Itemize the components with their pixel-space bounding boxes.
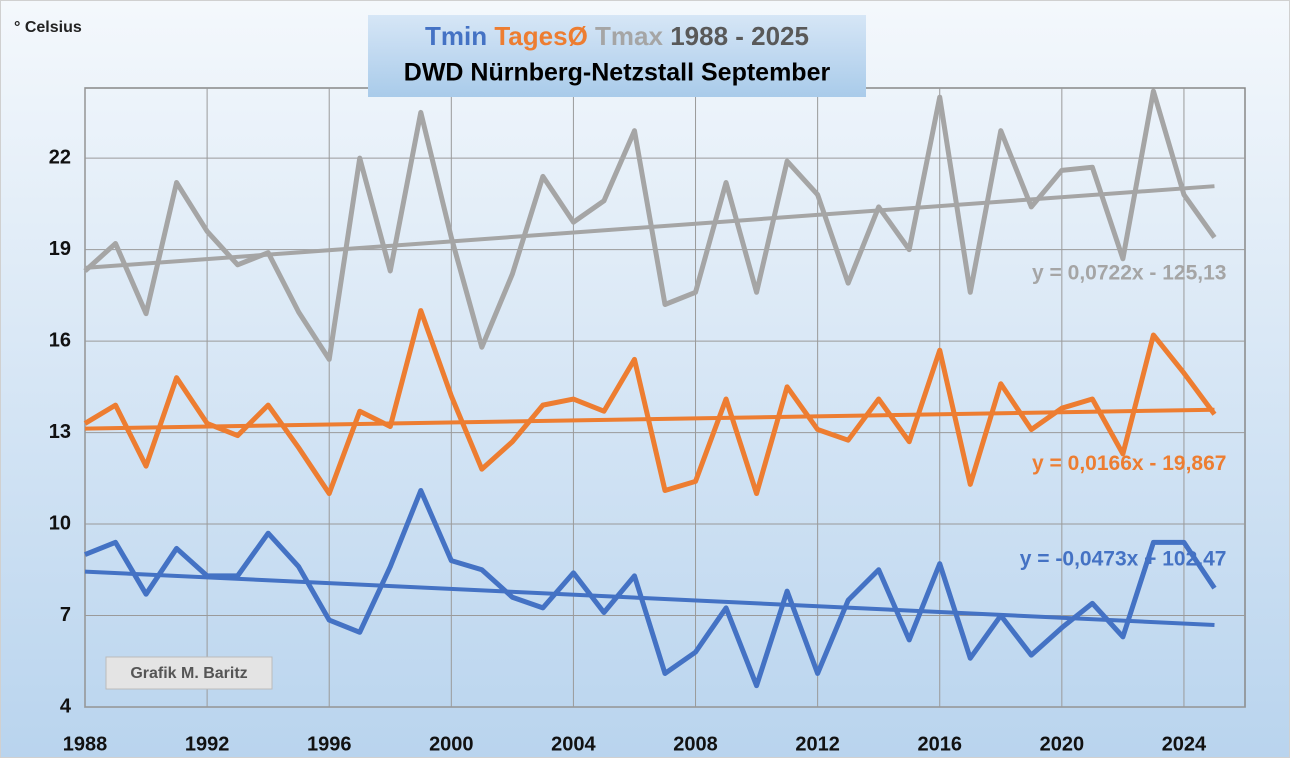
x-tick-label: 2000 — [429, 733, 474, 755]
y-axis-label: ° Celsius — [14, 19, 82, 36]
series-line — [84, 488, 1217, 689]
title-series: TagesØ — [494, 21, 587, 51]
chart-title: DWD Nürnberg-Netzstall September — [404, 59, 831, 87]
title-box — [368, 15, 866, 97]
x-tick-label: 2012 — [795, 733, 840, 755]
trend-line — [84, 184, 1215, 270]
title-line: Tmin TagesØ Tmax 1988 - 2025 — [425, 21, 809, 51]
series-line — [83, 308, 1217, 497]
y-tick-label: 22 — [49, 146, 71, 168]
trend-label: y = 0,0722x - 125,13 — [1032, 262, 1226, 285]
x-tick-label: 2004 — [551, 733, 596, 755]
series-line — [83, 88, 1217, 362]
trend-label: y = -0,0473x + 102,47 — [1020, 548, 1227, 571]
y-tick-label: 4 — [60, 695, 72, 717]
trend-line — [84, 407, 1215, 431]
x-tick-label: 1996 — [307, 733, 352, 755]
trend-label: y = 0,0166x - 19,867 — [1032, 452, 1226, 475]
x-tick-label: 2020 — [1040, 733, 1085, 755]
y-tick-label: 10 — [49, 512, 71, 534]
x-tick-label: 1988 — [63, 733, 108, 755]
y-tick-label: 16 — [49, 329, 71, 351]
title-series: Tmax — [595, 21, 663, 51]
trend-line — [84, 569, 1215, 627]
title-period: 1988 - 2025 — [670, 21, 809, 51]
y-tick-label: 13 — [49, 421, 71, 443]
x-tick-label: 1992 — [185, 733, 230, 755]
x-tick-label: 2016 — [917, 733, 962, 755]
x-tick-label: 2024 — [1162, 733, 1207, 755]
annotation: Grafik M. Baritz — [130, 665, 247, 682]
title-series: Tmin — [425, 21, 487, 51]
y-tick-label: 19 — [49, 238, 71, 260]
annotation-box — [105, 656, 273, 690]
y-tick-label: 7 — [60, 604, 71, 626]
x-tick-label: 2008 — [673, 733, 718, 755]
